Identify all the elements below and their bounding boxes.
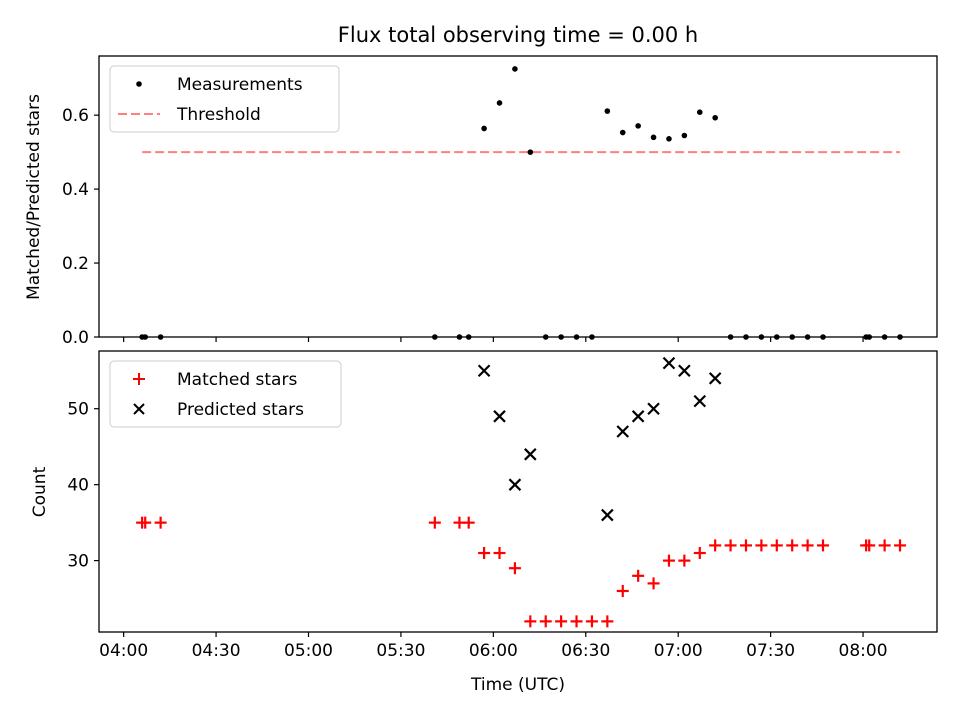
predicted-stars-point (708, 372, 722, 385)
matched-stars-point (786, 539, 799, 552)
predicted-stars-point (631, 410, 645, 423)
legend-threshold-label: Threshold (176, 105, 261, 125)
predicted-stars-point (647, 402, 660, 415)
predicted-stars-point (524, 448, 537, 461)
measurement-point (481, 125, 487, 132)
measurement-point (527, 149, 534, 155)
ratio-y-axis-label: Matched/Predicted stars (24, 94, 44, 300)
matched-stars-point (139, 516, 152, 529)
predicted-stars-point (678, 364, 691, 378)
matched-stars-point (493, 547, 506, 560)
measurement-point (681, 132, 688, 139)
matched-stars-point (801, 539, 814, 552)
predicted-stars-point (477, 364, 491, 378)
count-y-tick-label: 40 (67, 476, 89, 496)
ratio-legend-box (109, 65, 340, 133)
measurement-point (666, 136, 672, 142)
legend-predicted-marker (133, 403, 145, 415)
matched-stars-point (524, 615, 537, 628)
predicted-stars-point (508, 478, 522, 491)
x-tick-label: 04:30 (192, 641, 241, 661)
count-legend-box (109, 360, 342, 428)
legend-matched-marker (133, 373, 145, 385)
x-tick-label: 05:00 (284, 641, 333, 661)
measurement-point (635, 123, 641, 129)
ratio-y-axis: 0.0 0.2 0.4 0.6 (62, 106, 99, 348)
legend-measurements-marker (136, 81, 142, 87)
ratio-y-tick-label: 0.0 (62, 328, 89, 348)
x-tick-label: 05:30 (376, 641, 425, 661)
matched-stars-point (770, 539, 783, 552)
count-plot-marks (136, 356, 907, 628)
ratio-y-tick-label: 0.6 (62, 106, 89, 126)
ratio-y-tick-label: 0.2 (62, 254, 89, 274)
chart-title: Flux total observing time = 0.00 h (338, 23, 698, 47)
matched-stars-point (817, 539, 830, 552)
matched-stars-point (428, 516, 441, 529)
x-tick-label: 06:30 (561, 641, 610, 661)
matched-stars-point (693, 547, 706, 560)
measurement-point (619, 129, 626, 136)
measurement-point (712, 114, 718, 121)
matched-stars-point (555, 615, 568, 628)
predicted-stars-point (616, 425, 630, 438)
legend-measurements-label: Measurements (177, 75, 303, 95)
measurement-point (650, 134, 657, 141)
matched-stars-point (154, 516, 167, 529)
count-y-axis-label: Count (30, 466, 50, 517)
count-y-tick-label: 30 (67, 552, 89, 572)
count-x-axis: 04:00 04:30 05:00 05:30 06:00 06:30 07:00 07:30… (99, 632, 888, 661)
measurement-point (604, 108, 611, 114)
predicted-stars-point (662, 356, 676, 370)
ratio-panel: 0.0 0.2 0.4 0.6 Matched/Predicted stars Mea… (24, 55, 938, 348)
matched-stars-point (601, 615, 614, 628)
matched-stars-point (709, 539, 722, 552)
ratio-legend: Measurements Threshold (109, 65, 340, 133)
count-plot-frame (98, 350, 938, 633)
matched-stars-point (585, 615, 598, 628)
measurement-point (512, 66, 518, 72)
x-axis-label: Time (UTC) (470, 675, 565, 695)
count-y-tick-label: 50 (67, 400, 89, 420)
matched-stars-point (662, 554, 675, 567)
ratio-plot-frame (98, 55, 938, 338)
matched-stars-point (739, 539, 752, 552)
count-legend: Matched stars Predicted stars (109, 360, 342, 428)
matched-stars-point (678, 554, 691, 567)
matched-stars-point (632, 569, 645, 582)
predicted-stars-point (601, 508, 614, 522)
matched-stars-point (478, 547, 491, 560)
x-tick-label: 07:30 (746, 641, 795, 661)
matched-stars-point (724, 539, 737, 552)
matched-stars-point (616, 584, 629, 597)
matched-stars-point (539, 615, 552, 628)
matched-stars-point (508, 562, 521, 575)
count-y-axis: 30 40 50 (67, 400, 99, 572)
matched-stars-point (647, 577, 660, 590)
x-tick-label: 06:00 (469, 641, 518, 661)
legend-matched-label: Matched stars (177, 370, 297, 390)
matched-stars-point (894, 539, 907, 552)
measurement-point (496, 100, 503, 106)
matched-stars-point (863, 539, 876, 552)
predicted-stars-point (693, 394, 707, 408)
predicted-stars-point (493, 410, 506, 423)
matched-stars-point (570, 615, 583, 628)
matched-stars-point (878, 539, 891, 552)
matched-stars-point (755, 539, 768, 552)
ratio-plot-marks (139, 66, 903, 340)
ratio-y-tick-label: 0.4 (62, 180, 89, 200)
legend-predicted-label: Predicted stars (177, 400, 304, 420)
count-panel: 04:00 04:30 05:00 05:30 06:00 06:30 07:00 07:30… (30, 350, 938, 695)
x-tick-label: 08:00 (839, 641, 888, 661)
x-tick-label: 07:00 (654, 641, 703, 661)
x-tick-label: 04:00 (99, 641, 148, 661)
ratio-x-ticks (123, 337, 864, 342)
matched-stars-point (462, 516, 475, 529)
measurement-point (696, 109, 703, 115)
